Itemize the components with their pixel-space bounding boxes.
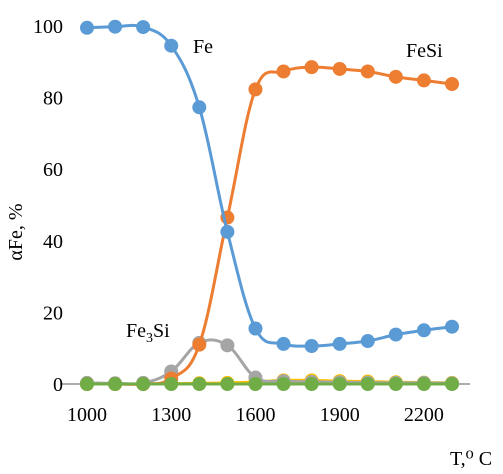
data-point (164, 377, 179, 391)
data-point (164, 38, 179, 53)
data-point (220, 224, 235, 239)
x-tick-label: 1000 (67, 404, 107, 426)
data-point (304, 60, 319, 75)
data-point (108, 377, 123, 391)
series-0 (80, 19, 459, 354)
y-tick-label: 100 (33, 16, 63, 38)
data-point (416, 377, 431, 391)
data-point (445, 76, 459, 91)
data-point (360, 377, 375, 391)
data-point (276, 64, 291, 79)
data-point (80, 20, 94, 35)
series-label-fe: Fe (193, 36, 213, 58)
data-point (192, 377, 207, 391)
y-tick-labels: 0 20 40 60 80 100 (33, 16, 63, 396)
data-point (192, 337, 207, 352)
y-tick-label: 20 (43, 302, 63, 324)
data-point (332, 61, 347, 76)
data-point (360, 64, 375, 79)
data-point (136, 20, 151, 35)
data-point (276, 377, 291, 391)
y-tick-label: 0 (53, 374, 63, 396)
data-point (136, 377, 151, 391)
data-point (248, 321, 263, 336)
data-point (445, 319, 459, 334)
data-point (416, 73, 431, 88)
data-point (80, 377, 94, 391)
series-label-fesi: FeSi (406, 40, 443, 62)
data-point (388, 327, 403, 342)
data-point (360, 334, 375, 349)
x-tick-label: 1300 (151, 404, 191, 426)
data-point (332, 336, 347, 351)
y-tick-label: 40 (43, 231, 63, 253)
series-group (80, 19, 459, 391)
data-point (304, 339, 319, 354)
x-tick-label: 2200 (404, 404, 444, 426)
series-label-fe3si: Fe3Si (126, 320, 170, 346)
data-point (304, 377, 319, 391)
data-point (416, 323, 431, 338)
x-tick-label: 1900 (320, 404, 360, 426)
data-point (108, 19, 123, 34)
x-axis-label: T,⁰ C (450, 448, 492, 470)
y-tick-label: 80 (43, 88, 63, 110)
data-point (276, 336, 291, 351)
data-point (445, 377, 459, 391)
series-4 (80, 377, 459, 391)
x-tick-label: 1600 (235, 404, 275, 426)
data-point (388, 69, 403, 84)
x-tick-labels: 1000 1300 1600 1900 2200 (67, 404, 444, 426)
data-point (220, 338, 235, 353)
data-point (248, 82, 263, 97)
data-point (332, 377, 347, 391)
data-point (248, 377, 263, 391)
data-point (220, 377, 235, 391)
data-point (192, 100, 207, 115)
data-point (388, 377, 403, 391)
y-axis-label: αFe, % (5, 203, 27, 260)
y-tick-label: 60 (43, 159, 63, 181)
